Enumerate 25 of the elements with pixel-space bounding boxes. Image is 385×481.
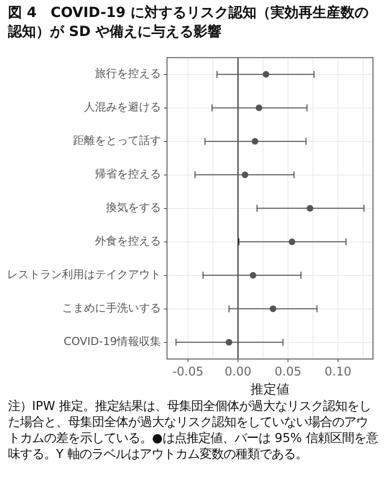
y-tick-label: こまめに手洗いする bbox=[62, 302, 161, 315]
point bbox=[288, 238, 296, 246]
point bbox=[270, 305, 276, 312]
y-tick-label: レストラン利用はテイクアウト bbox=[7, 268, 161, 282]
point bbox=[256, 104, 262, 112]
point bbox=[306, 205, 314, 212]
y-tick-label: 距離をとって話す bbox=[73, 134, 161, 148]
text: 注）IPW 推定。推定結果は、母集団全個体が過大なリスク認知をした場合と、母集団全体が過大なリスク認知をしていない場合のアウトカムの差を示している。●は点推定値、バーは 95% 信頼区間を意味する。Y 軸のラベルはアウトカム変数の種類である。 bbox=[7, 398, 379, 462]
x-tick-label: -0.05 bbox=[172, 364, 204, 378]
x-tick-label: 0.05 bbox=[274, 364, 302, 378]
point bbox=[242, 172, 248, 178]
y-tick-label: 帰省を控える bbox=[95, 168, 161, 181]
y-tick-label: COVID-19情報収集 bbox=[64, 335, 161, 348]
chart-title: 図 4 COVID-19 に対するリスク認知（実効再生産数の認知）が SD や備えに与える影響 bbox=[6, 4, 370, 42]
x-axis-title: 推定値 bbox=[250, 382, 290, 398]
point bbox=[252, 138, 258, 145]
x-tick-label: 0.10 bbox=[324, 364, 352, 378]
y-tick-label: 換気をする bbox=[106, 201, 161, 214]
y-tick-label: 外食を控える bbox=[95, 234, 161, 248]
y-tick-label: 旅行を控える bbox=[95, 67, 161, 80]
point bbox=[226, 338, 232, 346]
point bbox=[262, 71, 270, 78]
x-tick-label: 0.00 bbox=[224, 364, 252, 378]
point bbox=[250, 272, 256, 279]
y-tick-label: 人混みを避ける bbox=[84, 100, 161, 114]
